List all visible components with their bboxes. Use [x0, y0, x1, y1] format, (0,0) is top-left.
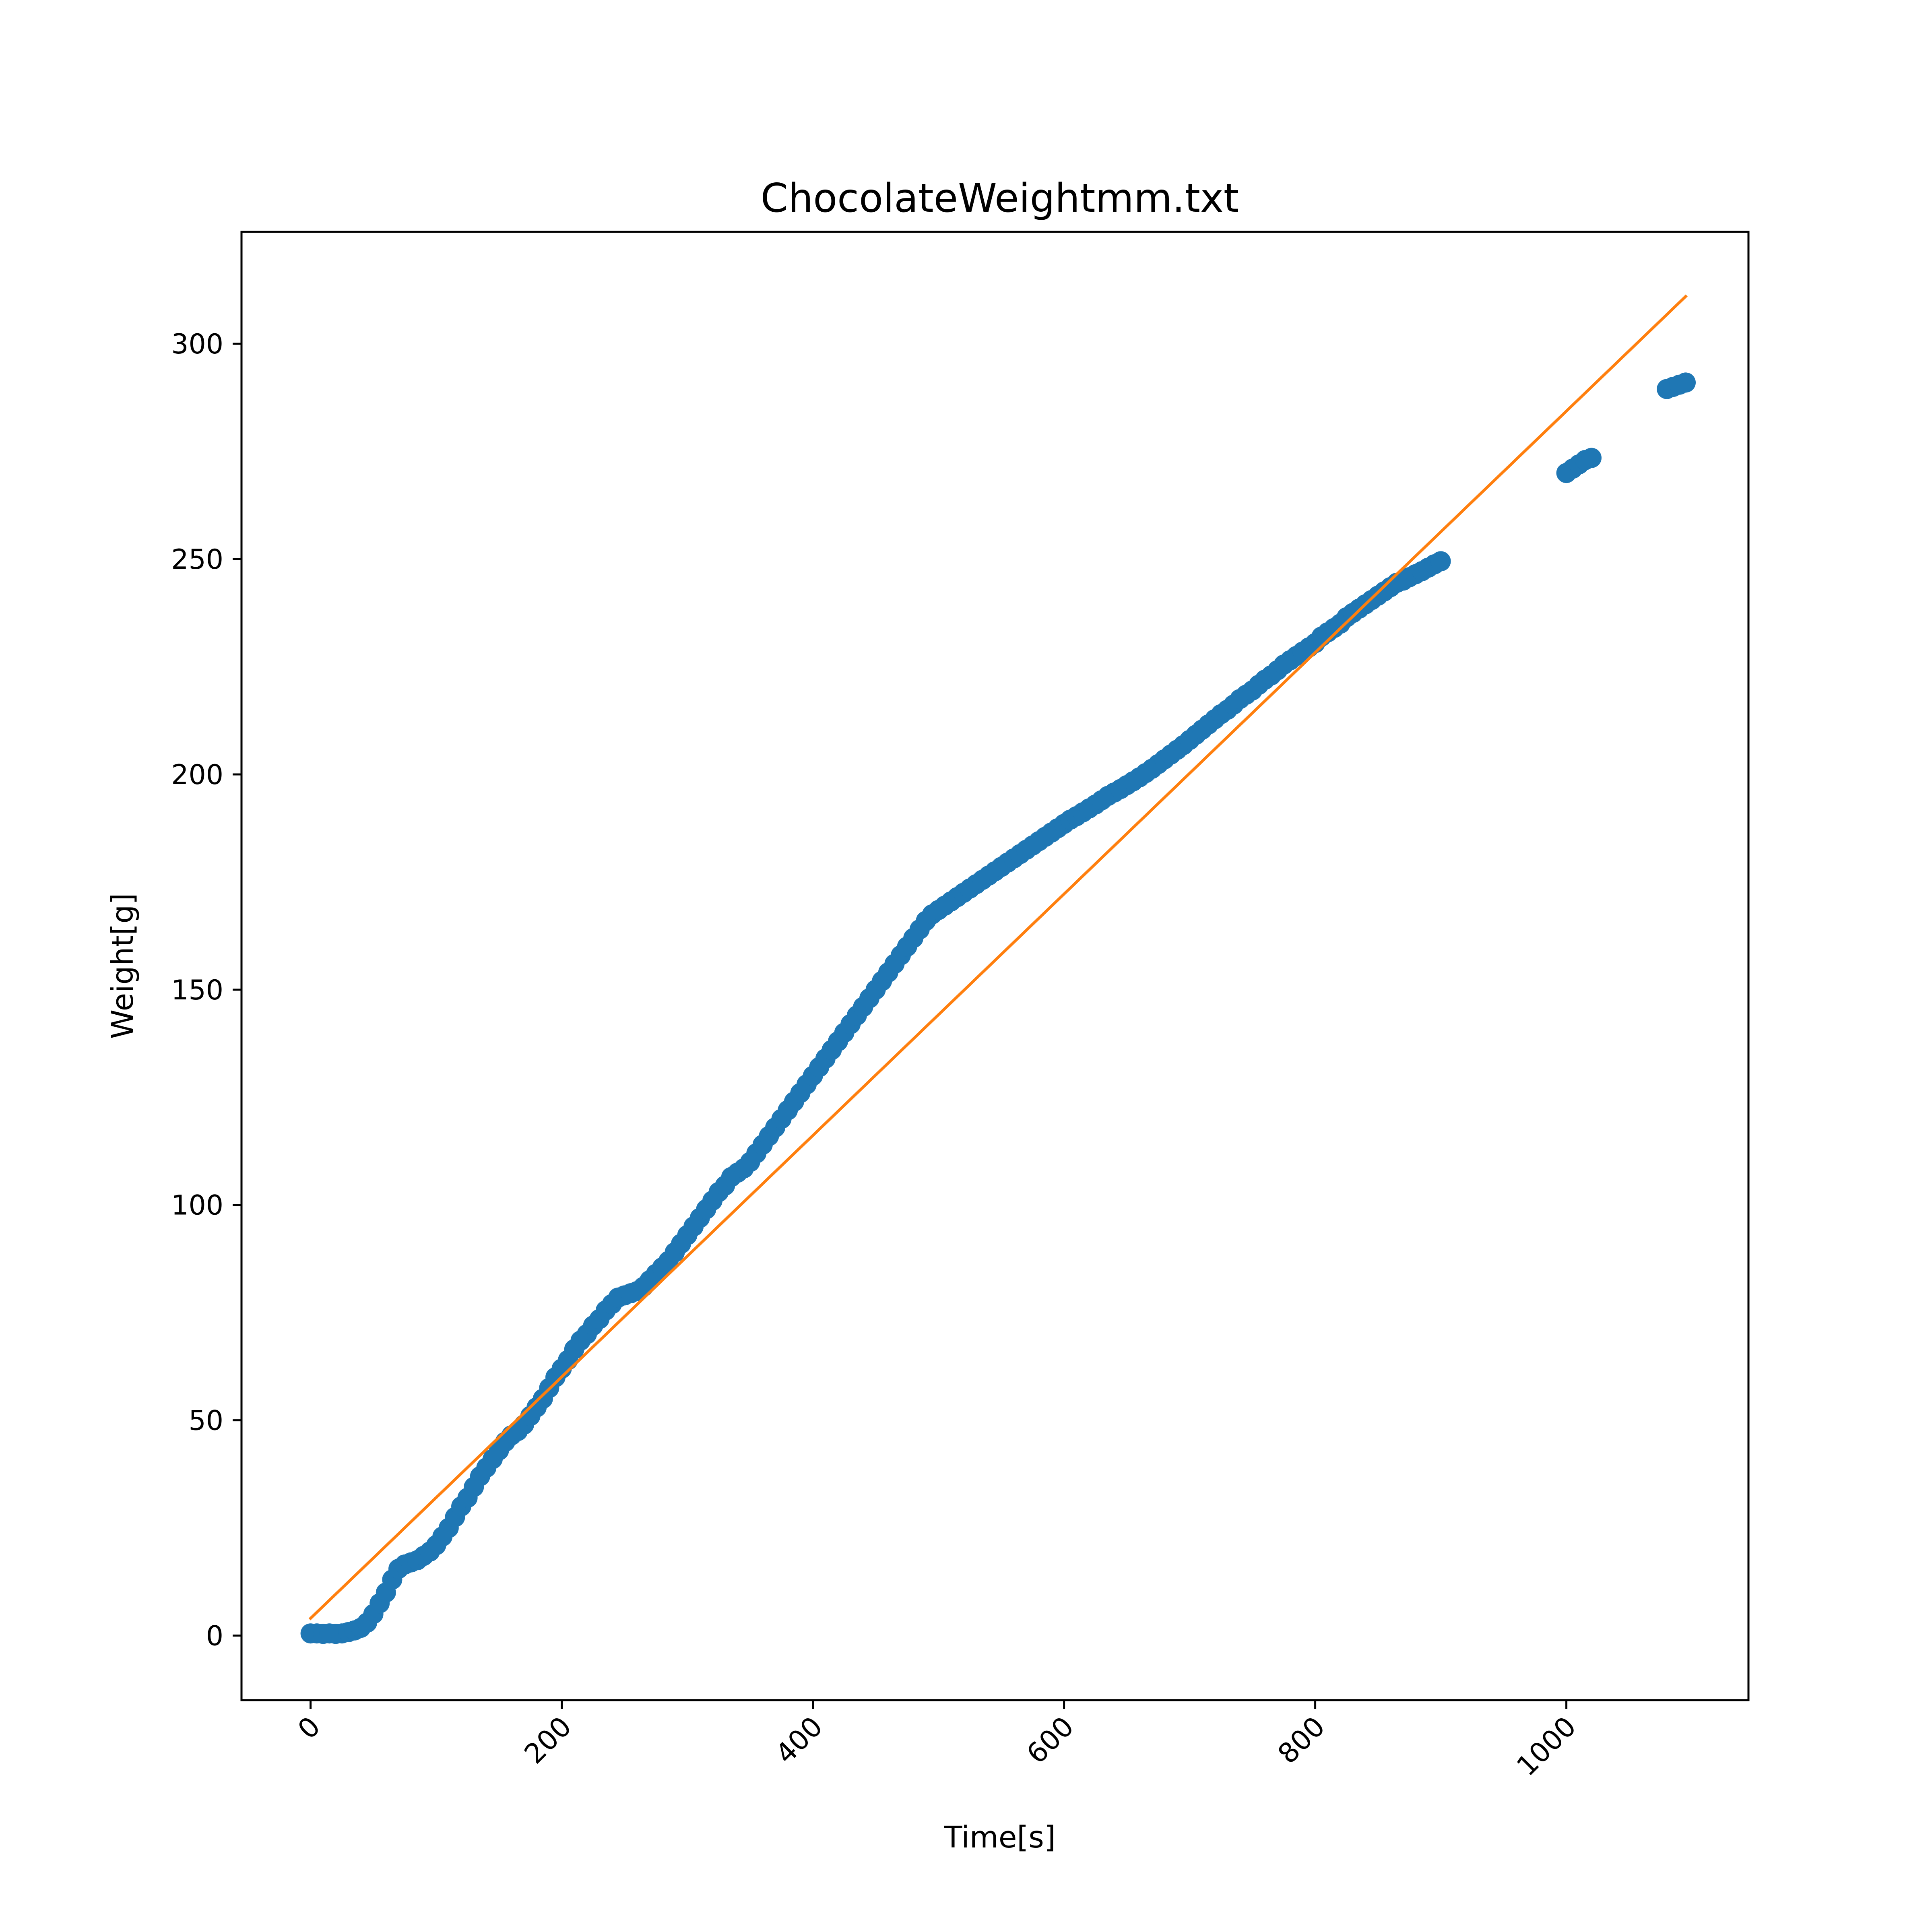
- y-tick-label: 150: [171, 974, 223, 1006]
- y-tick-label: 100: [171, 1190, 223, 1222]
- y-tick-label: 300: [171, 328, 223, 360]
- data-point: [1581, 448, 1602, 468]
- y-tick-label: 50: [188, 1405, 223, 1437]
- y-tick-label: 250: [171, 544, 223, 576]
- data-point: [1430, 551, 1451, 572]
- axes-frame: [240, 231, 1750, 1701]
- y-axis-label: Weight[g]: [105, 893, 140, 1039]
- y-tick-label: 0: [206, 1620, 223, 1652]
- chart-title: ChocolateWeightmm.txt: [761, 175, 1239, 221]
- y-tick-label: 200: [171, 759, 223, 791]
- y-axis: 0 50 100 150 200 250 300: [171, 328, 242, 1652]
- data-point: [1676, 372, 1696, 393]
- fit-line: [308, 294, 1688, 1620]
- plot-area: [300, 294, 1696, 1644]
- x-axis-label: Time[s]: [943, 1820, 1055, 1855]
